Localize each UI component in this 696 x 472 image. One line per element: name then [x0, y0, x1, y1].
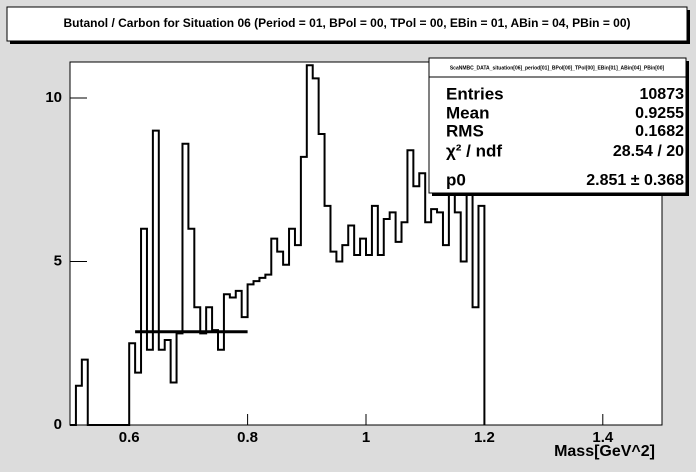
stats-label: χ² / ndf [446, 141, 502, 160]
y-tick-label: 0 [54, 416, 62, 433]
stats-label: p0 [446, 170, 466, 189]
stats-label: Entries [446, 84, 504, 103]
stats-title: ScaNMBC_DATA_situation[06]_period[01]_BP… [450, 65, 665, 71]
x-axis-label: Mass[GeV^2] [554, 443, 655, 460]
stats-value: 0.9255 [635, 105, 684, 122]
x-tick-label: 0.8 [237, 429, 258, 446]
stats-value: 0.1682 [635, 123, 684, 140]
x-tick-label: 1 [362, 429, 370, 446]
y-tick-label: 5 [54, 252, 62, 269]
x-tick-label: 0.6 [119, 429, 140, 446]
x-tick-label: 1.2 [474, 429, 495, 446]
stats-label: RMS [446, 121, 484, 140]
stats-box [428, 57, 687, 194]
stats-value: 2.851 ± 0.368 [586, 172, 684, 189]
stats-value: 10873 [640, 86, 685, 103]
x-tick-label: 1.4 [592, 429, 614, 446]
title-box [6, 6, 688, 42]
histogram-outline [70, 64, 486, 426]
stats-value: 28.54 / 20 [613, 143, 684, 160]
chart-title: Butanol / Carbon for Situation 06 (Perio… [63, 16, 630, 30]
y-tick-label: 10 [45, 89, 62, 106]
stats-label: Mean [446, 103, 489, 122]
